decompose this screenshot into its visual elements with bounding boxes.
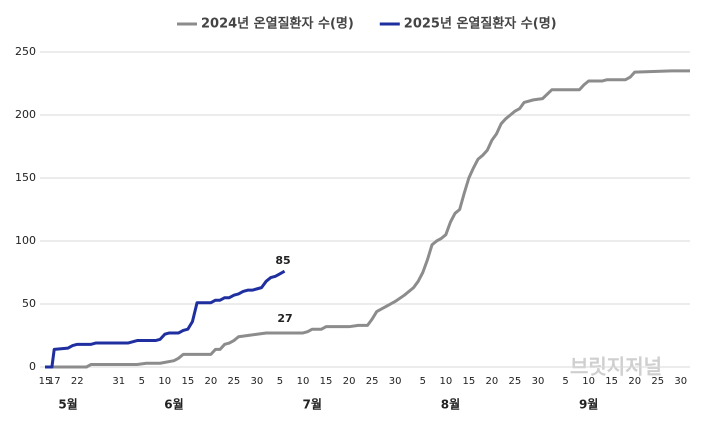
annotation: 27 <box>277 312 292 325</box>
x-tick-label: 20 <box>343 376 356 387</box>
x-tick-label: 25 <box>366 376 379 387</box>
x-group-label: 5월 <box>58 397 77 412</box>
x-tick-label: 30 <box>532 376 545 387</box>
y-tick-label: 50 <box>22 297 36 310</box>
x-tick-label: 15 <box>181 376 194 387</box>
x-tick-label: 30 <box>674 376 687 387</box>
x-tick-label: 25 <box>509 376 522 387</box>
annotation: 85 <box>275 254 290 267</box>
x-tick-label: 20 <box>628 376 641 387</box>
y-tick-label: 0 <box>29 360 36 373</box>
y-tick-label: 150 <box>15 171 36 184</box>
x-tick-label: 15 <box>39 376 52 387</box>
x-tick-label: 17 <box>48 376 61 387</box>
legend-label: 2024년 온열질환자 수(명) <box>201 16 354 32</box>
x-tick-label: 25 <box>651 376 664 387</box>
x-tick-label: 10 <box>297 376 310 387</box>
x-tick-label: 10 <box>158 376 171 387</box>
x-tick-label: 22 <box>71 376 84 387</box>
legend-label: 2025년 온열질환자 수(명) <box>404 16 557 32</box>
x-tick-label: 5 <box>277 376 283 387</box>
x-tick-label: 15 <box>320 376 333 387</box>
x-tick-label: 20 <box>486 376 499 387</box>
x-tick-label: 30 <box>251 376 264 387</box>
x-group-label: 8월 <box>441 397 460 412</box>
x-tick-label: 31 <box>112 376 125 387</box>
x-tick-label: 15 <box>462 376 475 387</box>
x-tick-label: 5 <box>139 376 145 387</box>
x-tick-label: 10 <box>582 376 595 387</box>
x-group-label: 9월 <box>579 397 598 412</box>
x-group-label: 7월 <box>303 397 322 412</box>
y-tick-label: 100 <box>15 234 36 247</box>
y-tick-label: 250 <box>15 45 36 58</box>
x-tick-label: 10 <box>439 376 452 387</box>
x-tick-label: 25 <box>228 376 241 387</box>
x-tick-label: 5 <box>420 376 426 387</box>
y-tick-label: 200 <box>15 108 36 121</box>
x-tick-label: 5 <box>562 376 568 387</box>
x-tick-label: 30 <box>389 376 402 387</box>
x-group-label: 6월 <box>164 397 183 412</box>
line <box>45 69 690 369</box>
line <box>45 269 286 369</box>
x-tick-label: 15 <box>605 376 618 387</box>
x-tick-label: 20 <box>204 376 217 387</box>
